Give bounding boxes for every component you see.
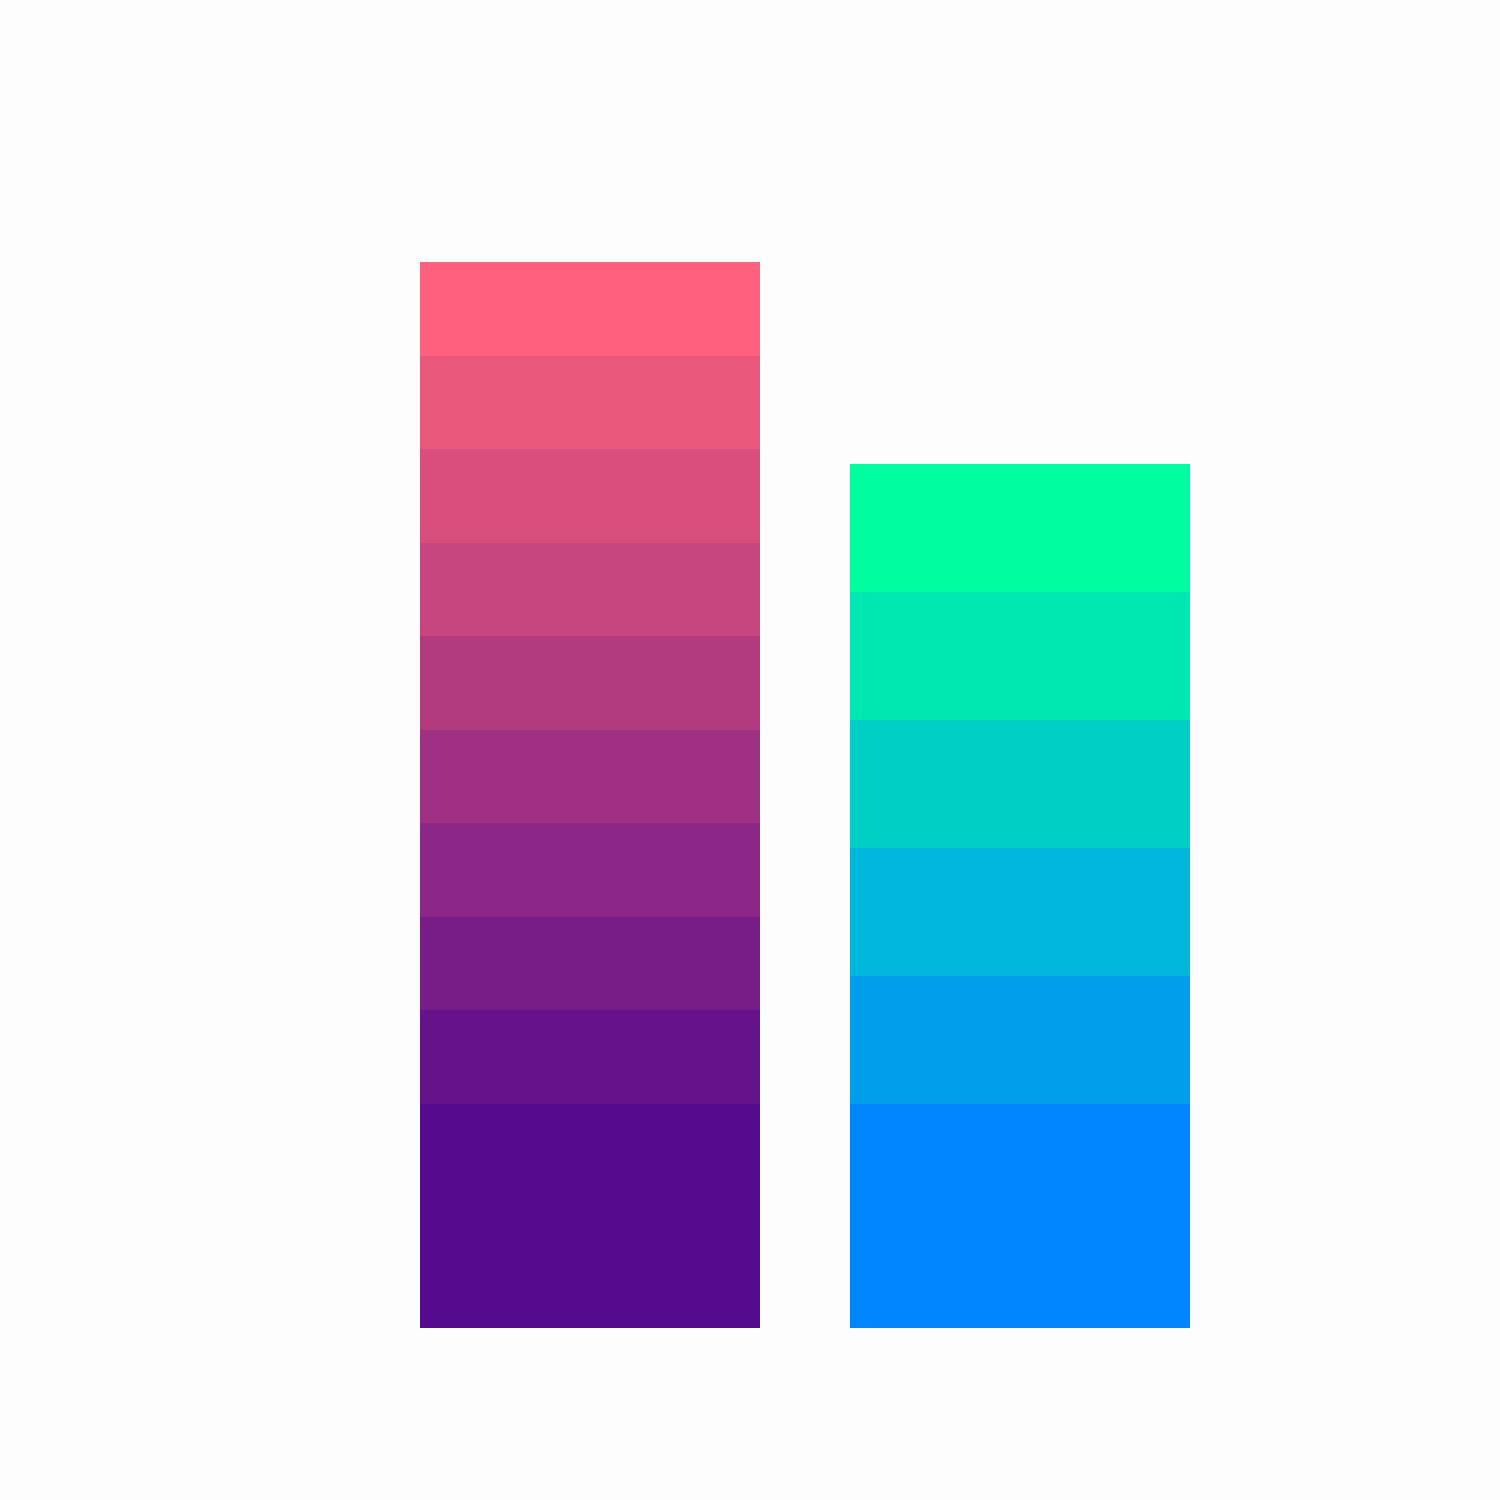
right-column-band-5 <box>850 976 1190 1104</box>
left-column-band-7 <box>420 823 760 917</box>
left-column-band-6 <box>420 729 760 824</box>
right-gradient-column <box>850 464 1190 1328</box>
left-column-band-2 <box>420 355 760 450</box>
left-column-band-8 <box>420 916 760 1011</box>
left-column-band-4 <box>420 542 760 637</box>
right-column-band-2 <box>850 592 1190 720</box>
right-column-band-1 <box>850 464 1190 592</box>
left-gradient-column <box>420 262 760 1329</box>
left-column-band-9 <box>420 1010 760 1104</box>
right-column-band-3 <box>850 720 1190 848</box>
left-column-band-3 <box>420 449 760 543</box>
left-column-band-10 <box>420 1103 760 1329</box>
left-column-band-5 <box>420 636 760 730</box>
right-column-band-6 <box>850 1104 1190 1328</box>
right-column-band-4 <box>850 848 1190 976</box>
left-column-band-1 <box>420 262 760 356</box>
